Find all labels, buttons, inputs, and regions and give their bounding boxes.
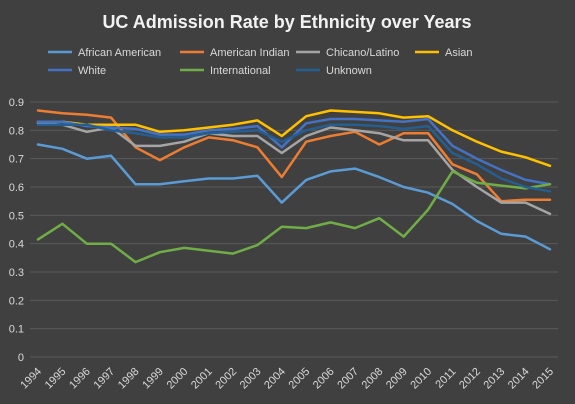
legend-label: American Indian (210, 47, 290, 59)
y-tick-label: 0.5 (9, 210, 24, 222)
x-tick-label: 1998 (116, 366, 142, 392)
x-tick-label: 2015 (530, 366, 556, 392)
legend-label: Chicano/Latino (326, 47, 399, 59)
x-tick-label: 2005 (287, 366, 313, 392)
legend: African American American Indian Chicano/L… (48, 47, 473, 77)
grid-lines (30, 101, 558, 358)
series-line-white (36, 117, 552, 186)
x-tick-label: 2007 (335, 366, 361, 392)
chart-title: UC Admission Rate by Ethnicity over Year… (102, 12, 471, 32)
legend-label: Unknown (326, 65, 372, 77)
y-tick-label: 0.4 (9, 239, 24, 251)
x-tick-label: 2004 (262, 366, 288, 392)
x-tick-label: 2014 (506, 366, 532, 392)
x-tick-label: 2006 (311, 366, 337, 392)
legend-label: African American (78, 47, 161, 59)
y-tick-label: 0 (18, 352, 24, 364)
x-tick-label: 2002 (213, 366, 239, 392)
x-axis-tick-labels: 1994199519961997199819992000200120022003… (18, 366, 556, 392)
x-tick-label: 2013 (482, 366, 508, 392)
x-tick-label: 1996 (67, 366, 93, 392)
y-tick-label: 0.1 (9, 324, 24, 336)
y-tick-label: 0.2 (9, 295, 24, 307)
x-tick-label: 2003 (238, 366, 264, 392)
y-tick-label: 0.3 (9, 267, 24, 279)
x-tick-label: 2012 (457, 366, 483, 392)
series-line-chicano-latino (36, 122, 552, 216)
x-tick-label: 2011 (433, 366, 458, 391)
legend-label: White (78, 65, 106, 77)
y-axis-tick-labels: 0 0.1 0.2 0.3 0.4 0.5 0.6 0.7 0.8 0.9 (9, 97, 24, 364)
series-line-african-american (36, 143, 552, 251)
series-line-asian (36, 109, 552, 168)
x-tick-label: 2010 (408, 366, 434, 392)
y-tick-label: 0.8 (9, 125, 24, 137)
series-line-unknown (36, 123, 552, 193)
x-tick-label: 2008 (360, 366, 386, 392)
legend-label: Asian (445, 47, 473, 59)
x-tick-label: 2001 (189, 366, 215, 392)
y-tick-label: 0.6 (9, 182, 24, 194)
x-tick-label: 1995 (43, 366, 69, 392)
legend-label: International (210, 65, 271, 77)
y-tick-label: 0.7 (9, 154, 24, 166)
x-tick-label: 1997 (91, 366, 117, 392)
x-tick-label: 2009 (384, 366, 410, 392)
x-tick-label: 1994 (18, 366, 44, 392)
y-tick-label: 0.9 (9, 97, 24, 109)
series-lines (36, 109, 552, 264)
x-tick-label: 1999 (140, 366, 166, 392)
x-tick-label: 2000 (165, 366, 191, 392)
series-line-international (36, 170, 552, 264)
